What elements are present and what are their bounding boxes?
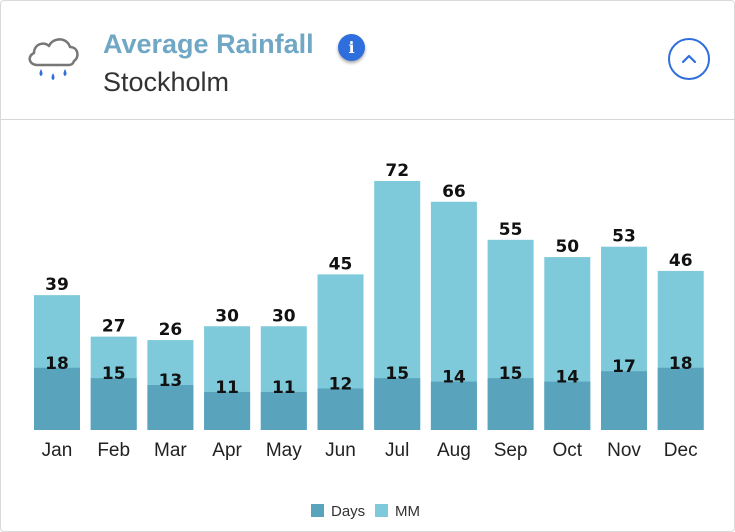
bar-days-jun: [317, 388, 364, 430]
x-tick-label: May: [266, 440, 302, 461]
rainfall-bar-chart: 39 18 Jan 27 15 Feb 26 13 Mar 30 11 Apr 30 11 May 45 12 J…: [34, 161, 704, 520]
x-tick-label: Oct: [553, 440, 583, 461]
x-tick-label: Jun: [325, 440, 356, 461]
days-value-label: 11: [215, 378, 239, 398]
mm-value-label: 27: [102, 317, 126, 337]
mm-value-label: 30: [215, 306, 239, 326]
info-icon[interactable]: i: [338, 34, 365, 61]
bar-days-feb: [90, 378, 137, 430]
days-value-label: 14: [555, 368, 579, 388]
bar-days-may: [260, 391, 307, 430]
x-tick-label: Feb: [97, 440, 130, 461]
days-value-label: 18: [669, 354, 693, 374]
bar-days-aug: [430, 381, 477, 430]
cloud-rain-icon: [28, 38, 79, 80]
bar-days-sep: [487, 378, 534, 430]
card-header: Average Rainfall Stockholm i: [1, 1, 734, 120]
chevron-up-icon: [681, 54, 697, 64]
bar-days-jan: [34, 367, 80, 430]
days-value-label: 14: [442, 368, 466, 388]
mm-value-label: 50: [555, 237, 579, 257]
collapse-button[interactable]: [668, 38, 710, 80]
days-value-label: 15: [499, 364, 523, 384]
days-value-label: 17: [612, 357, 636, 377]
days-value-label: 18: [45, 354, 69, 374]
x-tick-label: Dec: [664, 440, 698, 461]
x-tick-label: Jan: [42, 440, 73, 461]
days-value-label: 13: [159, 371, 183, 391]
mm-value-label: 72: [385, 161, 409, 181]
x-tick-label: Aug: [437, 440, 471, 461]
bar-days-apr: [204, 391, 251, 430]
mm-value-label: 39: [45, 275, 69, 295]
bar-days-oct: [544, 381, 591, 430]
days-value-label: 12: [329, 375, 353, 395]
days-value-label: 15: [102, 364, 126, 384]
days-value-label: 11: [272, 378, 296, 398]
mm-value-label: 45: [329, 254, 353, 274]
mm-value-label: 53: [612, 227, 636, 247]
bar-days-jul: [374, 378, 421, 430]
days-value-label: 15: [385, 364, 409, 384]
x-tick-label: Nov: [607, 440, 641, 461]
mm-value-label: 55: [499, 220, 523, 240]
mm-value-label: 30: [272, 306, 296, 326]
bar-days-nov: [601, 371, 647, 430]
x-tick-label: Sep: [494, 440, 528, 461]
mm-value-label: 46: [669, 251, 693, 271]
bar-days-mar: [147, 385, 194, 430]
x-tick-label: Mar: [154, 440, 187, 461]
legend-swatch-days: [311, 504, 324, 517]
x-tick-label: Jul: [385, 440, 409, 461]
bar-days-dec: [657, 367, 704, 430]
chart-title: Average Rainfall: [103, 29, 314, 59]
legend-label-days: Days: [331, 503, 365, 520]
mm-value-label: 26: [159, 320, 183, 340]
chart-subtitle: Stockholm: [103, 67, 230, 97]
x-tick-label: Apr: [212, 440, 242, 461]
legend-swatch-mm: [375, 504, 388, 517]
legend-label-mm: MM: [395, 503, 420, 520]
mm-value-label: 66: [442, 182, 466, 202]
